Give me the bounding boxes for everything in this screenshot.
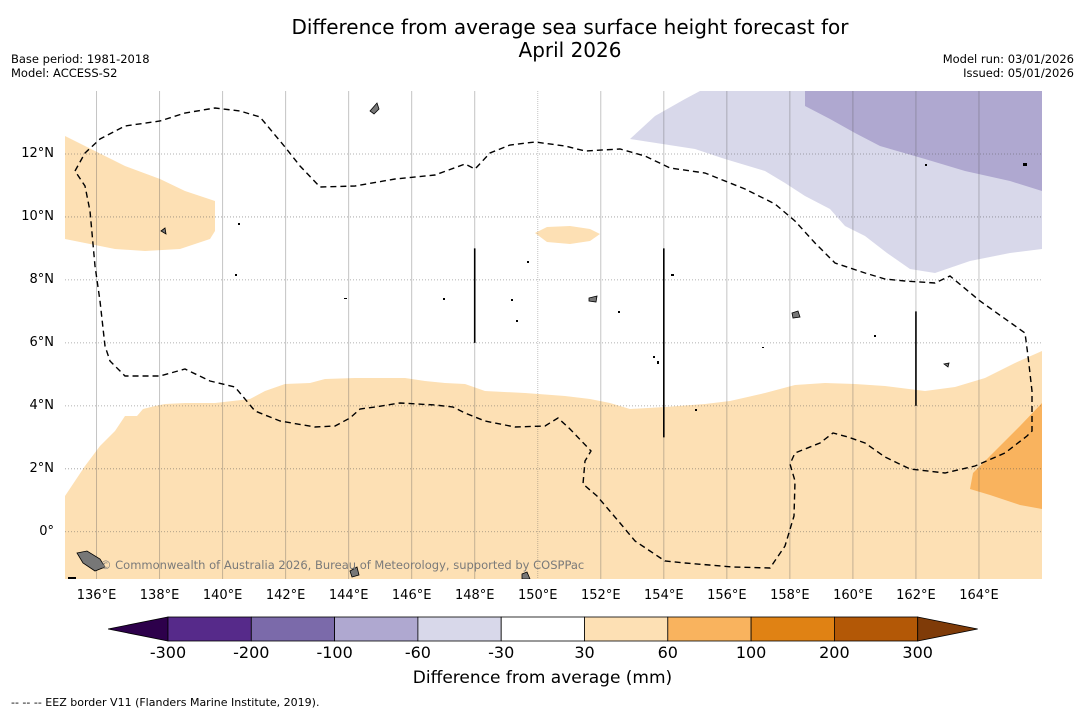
- forecast-map: © Commonwealth of Australia 2026, Bureau…: [65, 91, 1042, 579]
- anomaly-region-30-60-central: [535, 226, 600, 244]
- meta-left: Base period: 1981-2018 Model: ACCESS-S2: [11, 52, 150, 80]
- colorbar-bin: [500, 616, 585, 642]
- colorbar-bin: [167, 616, 252, 642]
- island: [791, 310, 801, 319]
- x-tick-label: 138°E: [139, 588, 180, 603]
- x-tick-label: 164°E: [959, 588, 999, 603]
- issued-label: Issued: 05/01/2026: [963, 66, 1074, 80]
- island: [76, 550, 106, 572]
- anomaly-region-30-60-south: [65, 351, 1042, 579]
- island: [369, 102, 380, 115]
- island: [349, 566, 360, 578]
- colorbar-tick-label: -30: [488, 643, 515, 662]
- colorbar-tick-label: -60: [404, 643, 431, 662]
- island: [588, 295, 598, 303]
- x-tick-label: 142°E: [265, 588, 306, 603]
- x-tick-label: 150°E: [517, 588, 558, 603]
- colorbar-tick-label: 300: [902, 643, 933, 662]
- meta-right: Model run: 03/01/2026 Issued: 05/01/2026: [943, 52, 1074, 80]
- x-tick-label: 136°E: [76, 588, 117, 603]
- anomaly-region-60-100-east: [970, 403, 1042, 509]
- y-tick-label: 0°: [39, 523, 54, 539]
- y-tick-label: 8°N: [29, 271, 55, 287]
- colorbar-bin: [417, 616, 502, 642]
- x-tick-label: 148°E: [454, 588, 495, 603]
- x-tick-label: 160°E: [833, 588, 873, 603]
- x-tick-label: 152°E: [581, 588, 621, 603]
- colorbar-bin: [584, 616, 669, 642]
- graticule: [65, 91, 1042, 579]
- x-tick-label: 140°E: [202, 588, 243, 603]
- anomaly-region-30-60-northwest: [65, 136, 215, 251]
- model-run-label: Model run: 03/01/2026: [942, 52, 1074, 66]
- x-tick-label: 162°E: [896, 588, 936, 603]
- map-title: Difference from average sea surface heig…: [200, 16, 940, 62]
- y-tick-label: 10°N: [21, 208, 54, 224]
- island-dots: [68, 163, 1027, 579]
- x-tick-label: 144°E: [328, 588, 369, 603]
- island: [160, 227, 167, 235]
- colorbar-bin: [334, 616, 419, 642]
- colorbar-over-arrow: [917, 616, 978, 642]
- colorbar-tick-label: 60: [657, 643, 678, 662]
- island: [943, 362, 950, 368]
- x-tick-label: 156°E: [707, 588, 747, 603]
- colorbar-bin: [250, 616, 336, 642]
- colorbar-tick-label: 30: [574, 643, 595, 662]
- y-tick-label: 6°N: [29, 334, 55, 350]
- eez-border: [74, 107, 1033, 569]
- x-tick-label: 154°E: [644, 588, 684, 603]
- island: [521, 571, 531, 579]
- map-title-line1: Difference from average sea surface heig…: [291, 15, 849, 39]
- credit-text: © Commonwealth of Australia 2026, Bureau…: [100, 558, 584, 572]
- colorbar-title: Difference from average (mm): [412, 668, 673, 688]
- colorbar: [108, 616, 978, 642]
- y-tick-label: 12°N: [21, 145, 54, 161]
- colorbar-tick-label: 200: [819, 643, 850, 662]
- eez-footnote: -- -- -- EEZ border V11 (Flanders Marine…: [11, 696, 320, 709]
- model-label: Model: ACCESS-S2: [11, 66, 118, 80]
- colorbar-under-arrow: [108, 616, 169, 642]
- colorbar-tick-label: -100: [316, 643, 353, 662]
- colorbar-tick-label: -300: [149, 643, 187, 662]
- colorbar-bin: [834, 616, 919, 642]
- y-tick-label: 4°N: [29, 397, 55, 413]
- colorbar-tick-label: 100: [735, 643, 767, 662]
- map-title-line2: April 2026: [518, 38, 622, 62]
- x-tick-label: 146°E: [391, 588, 432, 603]
- anomaly-region-neg60-neg100-northeast: [805, 91, 1042, 191]
- colorbar-bin: [667, 616, 752, 642]
- x-tick-label: 158°E: [770, 588, 810, 603]
- y-tick-label: 2°N: [29, 460, 55, 476]
- colorbar-bin: [750, 616, 835, 642]
- base-period-label: Base period: 1981-2018: [11, 52, 150, 66]
- eez-segments: [473, 248, 917, 438]
- colorbar-tick-label: -200: [233, 643, 270, 662]
